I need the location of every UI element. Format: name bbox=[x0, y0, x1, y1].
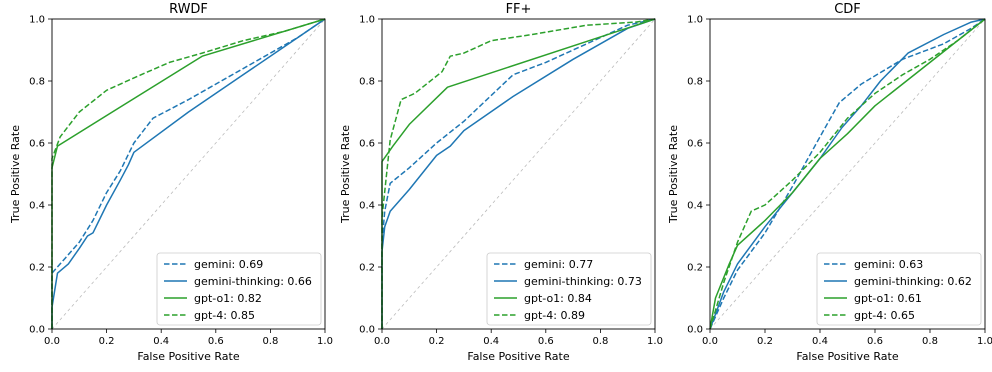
x-tick-label: 1.0 bbox=[317, 336, 333, 347]
series-line-2 bbox=[381, 18, 656, 329]
x-tick-label: 0.8 bbox=[592, 336, 608, 347]
legend-entry-3: gpt-o1: 0.61 bbox=[854, 292, 922, 305]
series-line-1 bbox=[709, 18, 986, 330]
x-axis-label: False Positive Rate bbox=[796, 350, 898, 363]
x-tick-label: 0.6 bbox=[208, 336, 224, 347]
legend-box bbox=[156, 252, 322, 326]
y-axis-label: True Positive Rate bbox=[9, 125, 22, 224]
y-tick-label: 0.0 bbox=[687, 325, 703, 336]
chart-title: FF+ bbox=[506, 2, 532, 17]
y-tick-label: 0.0 bbox=[29, 325, 45, 336]
y-tick-label: 0.4 bbox=[359, 201, 375, 212]
series-line-4 bbox=[381, 18, 656, 329]
y-tick-label: 1.0 bbox=[29, 15, 45, 26]
axes-frame bbox=[709, 18, 986, 330]
legend-box bbox=[816, 252, 982, 326]
y-tick-label: 0.8 bbox=[687, 77, 703, 88]
legend: gemini: 0.77 gemini-thinking: 0.73 gpt-o1:… bbox=[486, 252, 652, 326]
legend-entry-2: gemini-thinking: 0.73 bbox=[524, 275, 642, 288]
x-tick-label: 0.6 bbox=[538, 336, 554, 347]
axes-frame bbox=[381, 18, 656, 330]
x-tick-label: 0.2 bbox=[429, 336, 445, 347]
y-tick-label: 0.2 bbox=[29, 263, 45, 274]
chart-panel-2: 0.0 0.2 0.4 0.6 0.8 1.0 0.0 0.2 0.4 0.6 0.8 1.0 FF+ F… bbox=[339, 2, 663, 363]
y-axis-label: True Positive Rate bbox=[339, 125, 352, 224]
x-tick-label: 1.0 bbox=[977, 336, 992, 347]
x-tick-label: 0.8 bbox=[922, 336, 938, 347]
y-axis-label: True Positive Rate bbox=[667, 125, 680, 224]
y-tick-label: 0.0 bbox=[359, 325, 375, 336]
x-tick-label: 0.2 bbox=[757, 336, 773, 347]
legend-entry-1: gemini: 0.69 bbox=[194, 258, 263, 271]
chance-diagonal-line bbox=[51, 18, 326, 330]
x-tick-label: 0.0 bbox=[702, 336, 718, 347]
y-tick-label: 0.2 bbox=[687, 263, 703, 274]
chance-diagonal-line bbox=[381, 18, 656, 330]
x-tick-label: 0.4 bbox=[812, 336, 828, 347]
y-tick-label: 0.8 bbox=[359, 77, 375, 88]
legend-box bbox=[486, 252, 652, 326]
x-tick-label: 0.0 bbox=[44, 336, 60, 347]
legend-entry-4: gpt-4: 0.65 bbox=[854, 309, 915, 322]
x-tick-label: 0.2 bbox=[99, 336, 115, 347]
legend-entry-2: gemini-thinking: 0.66 bbox=[194, 275, 312, 288]
y-tick-label: 0.4 bbox=[29, 201, 45, 212]
chart-panel-3: 0.0 0.2 0.4 0.6 0.8 1.0 0.0 0.2 0.4 0.6 0.8 1.0 CDF F… bbox=[667, 2, 992, 363]
series-line-2 bbox=[709, 18, 986, 330]
y-tick-label: 0.4 bbox=[687, 201, 703, 212]
y-tick-label: 0.6 bbox=[359, 139, 375, 150]
series-line-4 bbox=[709, 18, 986, 330]
axes-frame bbox=[51, 18, 326, 330]
series-line-3 bbox=[709, 18, 986, 330]
y-tick-label: 0.2 bbox=[359, 263, 375, 274]
legend: gemini: 0.69 gemini-thinking: 0.66 gpt-o1:… bbox=[156, 252, 322, 326]
legend-entry-1: gemini: 0.77 bbox=[524, 258, 593, 271]
series-line-2 bbox=[51, 18, 326, 329]
chart-panel-1: 0.0 0.2 0.4 0.6 0.8 1.0 0.0 0.2 0.4 0.6 0.8 1.0 RWDF… bbox=[9, 2, 333, 363]
legend-entry-1: gemini: 0.63 bbox=[854, 258, 923, 271]
chart-title: CDF bbox=[834, 2, 861, 17]
y-tick-label: 1.0 bbox=[359, 15, 375, 26]
y-tick-label: 1.0 bbox=[687, 15, 703, 26]
x-axis-label: False Positive Rate bbox=[467, 350, 569, 363]
x-tick-label: 0.8 bbox=[262, 336, 278, 347]
legend-entry-4: gpt-4: 0.85 bbox=[194, 309, 255, 322]
legend-entry-2: gemini-thinking: 0.62 bbox=[854, 275, 972, 288]
legend: gemini: 0.63 gemini-thinking: 0.62 gpt-o1:… bbox=[816, 252, 982, 326]
series-line-4 bbox=[51, 18, 326, 329]
x-tick-label: 1.0 bbox=[647, 336, 663, 347]
legend-entry-3: gpt-o1: 0.84 bbox=[524, 292, 592, 305]
x-tick-label: 0.0 bbox=[374, 336, 390, 347]
legend-entry-4: gpt-4: 0.89 bbox=[524, 309, 585, 322]
x-tick-label: 0.4 bbox=[483, 336, 499, 347]
y-tick-label: 0.6 bbox=[29, 139, 45, 150]
x-tick-label: 0.6 bbox=[867, 336, 883, 347]
x-axis-label: False Positive Rate bbox=[137, 350, 239, 363]
chart-title: RWDF bbox=[169, 2, 208, 17]
y-tick-label: 0.8 bbox=[29, 77, 45, 88]
legend-entry-3: gpt-o1: 0.82 bbox=[194, 292, 262, 305]
y-tick-label: 0.6 bbox=[687, 139, 703, 150]
x-tick-label: 0.4 bbox=[153, 336, 169, 347]
series-line-1 bbox=[51, 18, 326, 329]
